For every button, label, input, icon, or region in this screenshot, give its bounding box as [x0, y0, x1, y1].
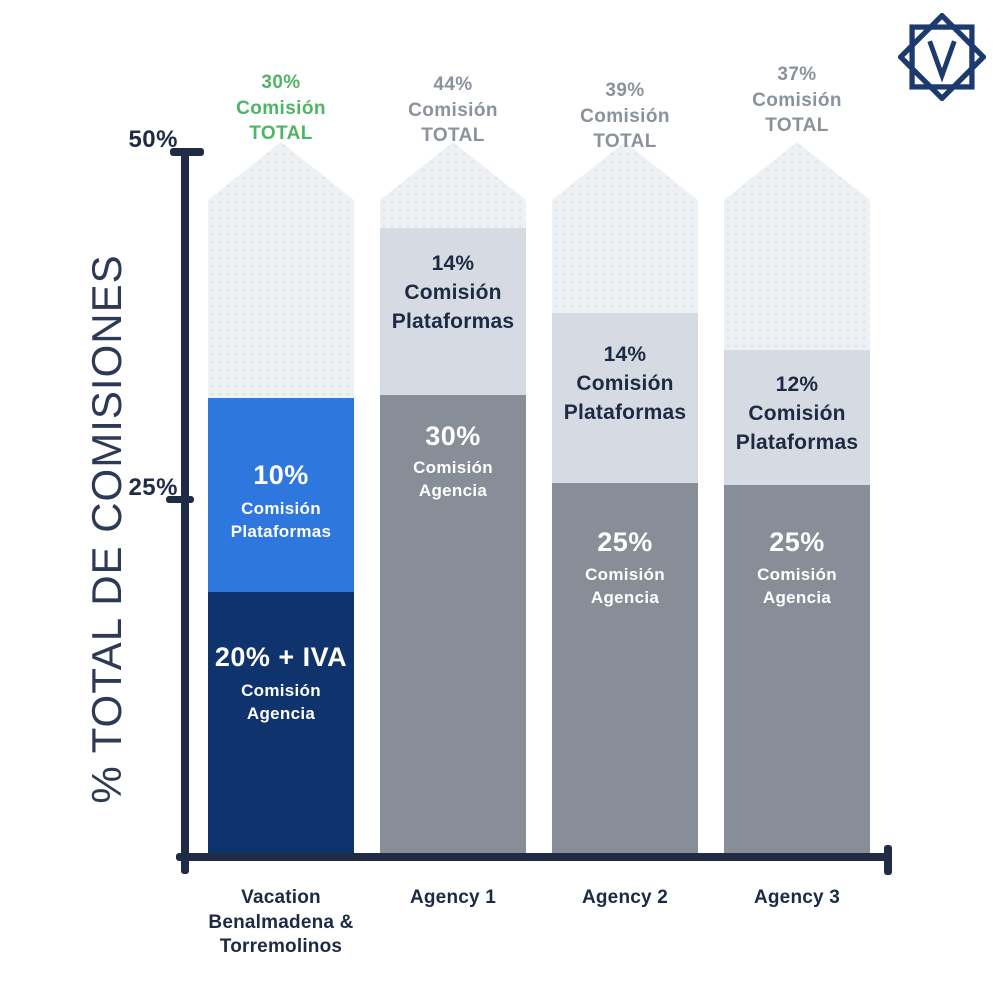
- y-tick-label-25: 25%: [128, 474, 178, 501]
- bar-segment-comisi-n-plataformas: 14% Comisión Plataformas: [380, 228, 526, 395]
- category-label: Vacation Benalmadena & Torremolinos: [178, 886, 384, 960]
- label-line: 39%: [605, 80, 645, 101]
- label-line: Comisión: [580, 105, 670, 127]
- segment-value-label: 20% + IVA: [214, 642, 348, 672]
- y-axis-line: [181, 148, 189, 874]
- bar-segment-comisi-n-agencia: 25% Comisión Agencia: [724, 485, 870, 860]
- label-line: Comisión: [752, 89, 842, 111]
- logo-diamond: [898, 13, 986, 101]
- x-axis-end-cap: [884, 845, 892, 875]
- label-line: Plataformas: [563, 400, 687, 424]
- label-line: 12%: [775, 373, 819, 396]
- segment-sub-label: Comisión Agencia: [208, 680, 354, 725]
- y-tick-label-50: 50%: [128, 126, 178, 153]
- total-commission-label: 37% Comisión TOTAL: [699, 62, 895, 139]
- segment-value-label: 25%: [597, 527, 653, 557]
- segment-value-label: 12% Comisión Plataformas: [716, 371, 878, 458]
- label-line: Vacation: [241, 887, 321, 908]
- label-line: Torremolinos: [219, 936, 343, 958]
- label-line: Comisión: [585, 565, 665, 584]
- label-line: Comisión: [413, 458, 493, 477]
- label-line: Comisión: [236, 97, 326, 119]
- label-line: Agencia: [590, 587, 660, 607]
- label-line: 14%: [603, 343, 647, 366]
- label-line: Plataformas: [391, 309, 515, 333]
- logo-letter-v: [927, 40, 957, 83]
- segment-value-label: 14% Comisión Plataformas: [544, 341, 706, 428]
- logo-square: [909, 24, 975, 90]
- label-line: 30%: [261, 72, 301, 93]
- total-commission-label: 44% Comisión TOTAL: [355, 72, 551, 149]
- label-line: Comisión: [748, 401, 846, 425]
- label-line: Agencia: [418, 480, 488, 500]
- label-line: Comisión: [576, 371, 674, 395]
- bar-segment-comisi-n-plataformas: 10% Comisión Plataformas: [208, 398, 354, 592]
- label-line: Agencia: [762, 587, 832, 607]
- label-line: Comisión: [241, 499, 321, 518]
- y-tick-50: [170, 148, 204, 156]
- label-line: Plataformas: [230, 521, 332, 541]
- label-line: Agency 2: [581, 887, 669, 908]
- label-line: Comisión: [757, 565, 837, 584]
- label-line: TOTAL: [765, 115, 829, 137]
- category-label: Agency 1: [350, 886, 556, 911]
- label-line: Agencia: [246, 703, 316, 723]
- bar-segment-comisi-n-agencia: 30% Comisión Agencia: [380, 395, 526, 860]
- bar-segment-comisi-n-plataformas: 12% Comisión Plataformas: [724, 350, 870, 485]
- label-line: Agency 3: [753, 887, 841, 908]
- segment-value-label: 30%: [425, 421, 481, 451]
- label-line: 44%: [433, 74, 473, 95]
- category-label: Agency 2: [522, 886, 728, 911]
- label-line: Plataformas: [735, 430, 859, 454]
- label-line: Comisión: [408, 99, 498, 121]
- label-line: Comisión: [404, 280, 502, 304]
- label-line: TOTAL: [421, 125, 485, 147]
- segment-sub-label: Comisión Agencia: [552, 564, 698, 609]
- label-line: Agency 1: [409, 887, 497, 908]
- label-line: 14%: [431, 252, 475, 275]
- segment-value-label: 14% Comisión Plataformas: [372, 250, 534, 337]
- segment-value-label: 10%: [253, 460, 309, 490]
- segment-sub-label: Comisión Agencia: [380, 457, 526, 502]
- label-line: TOTAL: [249, 123, 313, 145]
- label-line: Benalmadena &: [208, 911, 354, 933]
- segment-sub-label: Comisión Plataformas: [208, 498, 354, 543]
- segment-value-label: 25%: [769, 527, 825, 557]
- label-line: TOTAL: [593, 131, 657, 153]
- label-line: Comisión: [241, 681, 321, 700]
- bar-segment-comisi-n-agencia: 25% Comisión Agencia: [552, 483, 698, 860]
- x-axis-line: [176, 853, 888, 861]
- category-label: Agency 3: [694, 886, 900, 911]
- total-commission-label: 39% Comisión TOTAL: [527, 78, 723, 155]
- y-tick-25: [166, 496, 194, 503]
- segment-sub-label: Comisión Agencia: [724, 564, 870, 609]
- bar-segment-comisi-n-plataformas: 14% Comisión Plataformas: [552, 313, 698, 483]
- total-commission-label: 30% Comisión TOTAL: [183, 70, 379, 147]
- label-line: 37%: [777, 64, 817, 85]
- v-star-logo: [898, 13, 986, 101]
- bar-segment-comisi-n-agencia: 20% + IVA Comisión Agencia: [208, 592, 354, 860]
